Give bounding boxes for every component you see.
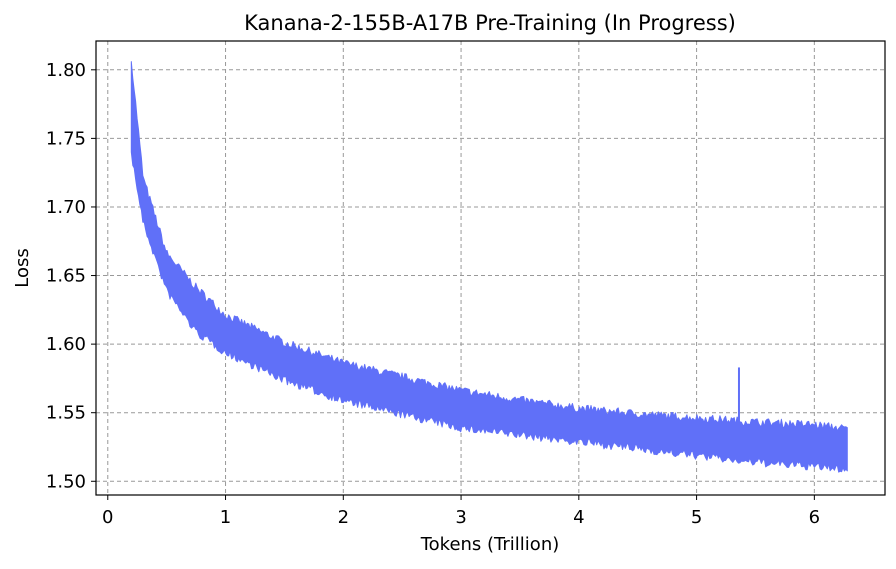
x-tick-label: 2 [338, 507, 349, 528]
x-axis: 0 1 2 3 4 5 6 [102, 495, 820, 528]
x-tick-label: 3 [455, 507, 466, 528]
loss-band [130, 61, 848, 473]
y-tick-label: 1.80 [46, 60, 86, 81]
y-tick-label: 1.70 [46, 197, 86, 218]
x-tick-label: 4 [573, 507, 584, 528]
y-axis-label: Loss [12, 248, 33, 287]
series-loss [130, 61, 848, 473]
y-tick-label: 1.65 [46, 266, 86, 287]
y-tick-label: 1.60 [46, 334, 86, 355]
x-tick-label: 1 [220, 507, 231, 528]
y-tick-label: 1.50 [46, 471, 86, 492]
y-tick-label: 1.75 [46, 128, 86, 149]
x-tick-label: 0 [102, 507, 113, 528]
y-axis: 1.50 1.55 1.60 1.65 1.70 1.75 1.80 [46, 60, 96, 492]
x-axis-label: Tokens (Trillion) [420, 534, 560, 555]
x-tick-label: 5 [691, 507, 702, 528]
y-tick-label: 1.55 [46, 403, 86, 424]
chart-title: Kanana-2-155B-A17B Pre-Training (In Prog… [244, 11, 736, 35]
plot-frame [95, 40, 886, 496]
x-tick-label: 6 [809, 507, 820, 528]
